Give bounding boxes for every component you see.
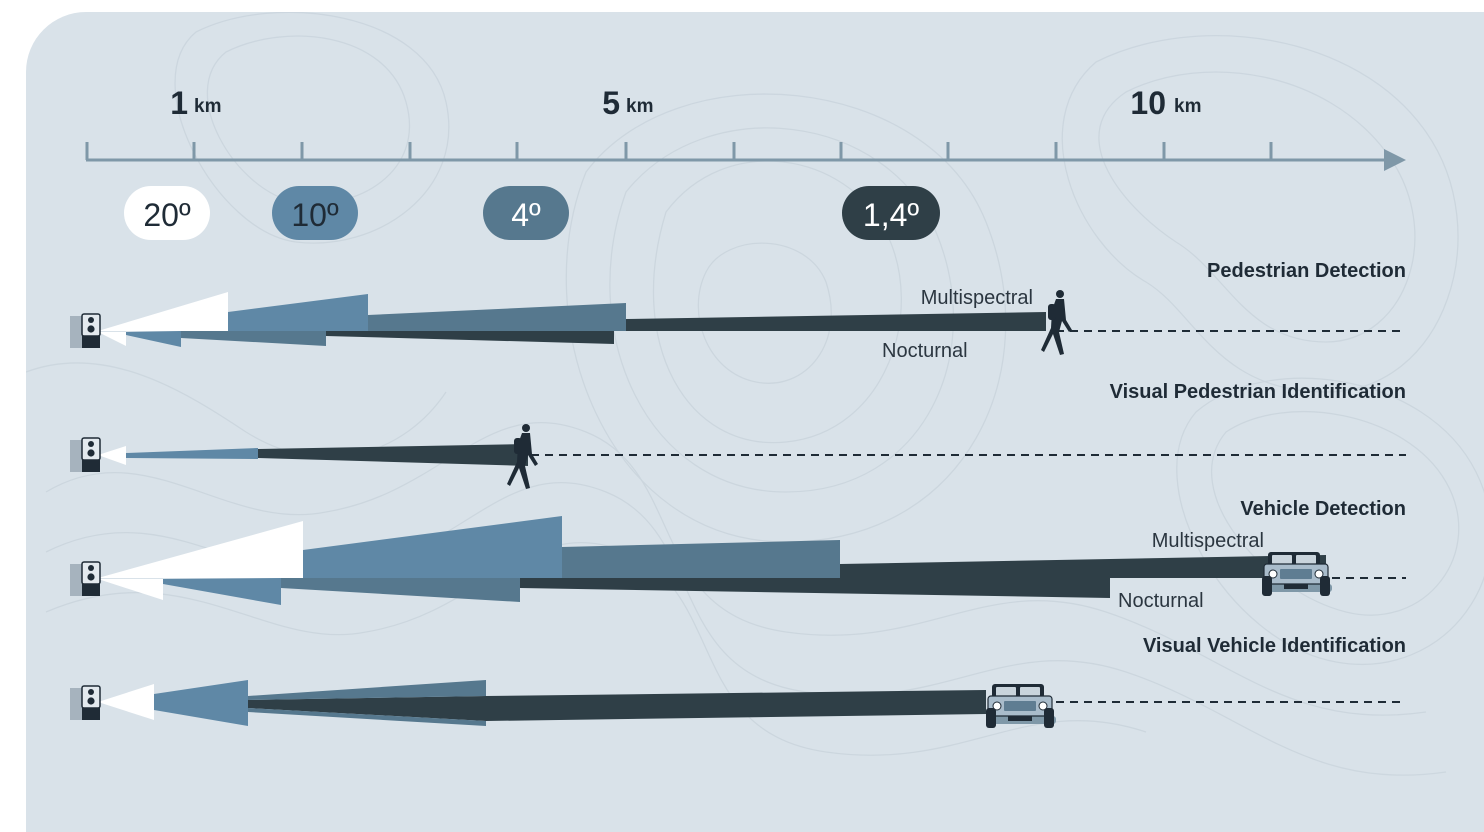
beam-14-nocturnal: [520, 578, 1110, 598]
tick-label-1km: 1 km: [170, 85, 221, 121]
beam-14-multispectral: [840, 555, 1326, 578]
pedestrian-icon: [1041, 290, 1072, 355]
beam-14-visual: [258, 444, 528, 466]
tick-unit: km: [1174, 96, 1201, 117]
beam-14-visual: [248, 690, 986, 721]
tick-unit: km: [626, 96, 653, 117]
arrow-icon: [1384, 149, 1406, 171]
nocturnal-label: Nocturnal: [882, 340, 968, 362]
angle-badge-10: 10º: [272, 186, 358, 240]
tick-value: 1: [170, 85, 188, 121]
angle-badge-4: 4º: [483, 186, 569, 240]
camera-icon: [70, 313, 101, 348]
camera-icon: [70, 685, 101, 720]
beam-10-visual: [154, 680, 248, 726]
nocturnal-beams: [98, 578, 1110, 605]
row-title: Pedestrian Detection: [1207, 260, 1406, 282]
tick-value: 10: [1130, 85, 1166, 121]
beam-20-visual: [98, 446, 126, 465]
beam-20-nocturnal: [98, 579, 163, 600]
beam-10-visual: [126, 448, 258, 459]
angle-badge-20: 20º: [124, 186, 210, 240]
camera-icon: [70, 437, 101, 472]
row-title: Vehicle Detection: [1240, 498, 1406, 520]
diagram-panel: 1 km 5 km 10 km 20º 10º 4º 1,4º: [26, 12, 1484, 832]
angle-label: 10º: [291, 197, 339, 233]
row-vehicle-detection: Vehicle Detection Multispectral Nocturna…: [70, 498, 1406, 612]
beam-4-nocturnal: [181, 331, 326, 346]
beam-20-visual: [98, 684, 154, 720]
row-pedestrian-detection: Pedestrian Detection Multispectral Noctu…: [70, 260, 1406, 362]
tick-label-10km: 10 km: [1130, 85, 1201, 121]
range-diagram: 1 km 5 km 10 km 20º 10º 4º 1,4º: [26, 12, 1484, 776]
multispectral-label: Multispectral: [921, 287, 1033, 309]
beam-10-multispectral: [303, 516, 562, 578]
beam-4-nocturnal: [281, 578, 520, 602]
tick-unit: km: [194, 96, 221, 117]
beam-4-multispectral: [368, 303, 626, 331]
distance-axis: 1 km 5 km 10 km: [85, 85, 1406, 171]
beam-4-visual-lower: [248, 708, 486, 726]
beam-20-multispectral: [98, 521, 303, 578]
vehicle-icon: [1262, 552, 1332, 596]
beam-14-multispectral: [626, 312, 1046, 331]
angle-label: 1,4º: [863, 197, 919, 233]
nocturnal-beams: [98, 331, 614, 347]
tick-value: 5: [602, 85, 620, 121]
beam-4-multispectral: [562, 540, 840, 578]
row-visual-pedestrian-identification: Visual Pedestrian Identification: [70, 381, 1406, 489]
row-visual-vehicle-identification: Visual Vehicle Identification: [70, 635, 1406, 728]
beam-14-nocturnal: [326, 331, 614, 344]
angle-badge-1-4: 1,4º: [842, 186, 940, 240]
beam-10-nocturnal: [163, 578, 281, 605]
pedestrian-icon: [507, 424, 538, 489]
beam-20-nocturnal: [98, 332, 126, 346]
angle-badges: 20º 10º 4º 1,4º: [124, 186, 940, 240]
row-title: Visual Vehicle Identification: [1143, 635, 1406, 657]
multispectral-beams: [98, 516, 1326, 578]
beam-10-multispectral: [228, 294, 368, 331]
multispectral-label: Multispectral: [1152, 530, 1264, 552]
angle-label: 4º: [511, 197, 541, 233]
beam-4-visual: [248, 680, 486, 700]
vehicle-icon: [986, 684, 1056, 728]
tick-label-5km: 5 km: [602, 85, 653, 121]
nocturnal-label: Nocturnal: [1118, 590, 1204, 612]
camera-icon: [70, 561, 101, 596]
multispectral-beams: [98, 292, 1046, 331]
angle-label: 20º: [143, 197, 191, 233]
beam-10-nocturnal: [126, 331, 181, 347]
row-title: Visual Pedestrian Identification: [1110, 381, 1406, 403]
beam-20-multispectral: [98, 292, 228, 331]
axis-ticks: [85, 142, 1273, 160]
